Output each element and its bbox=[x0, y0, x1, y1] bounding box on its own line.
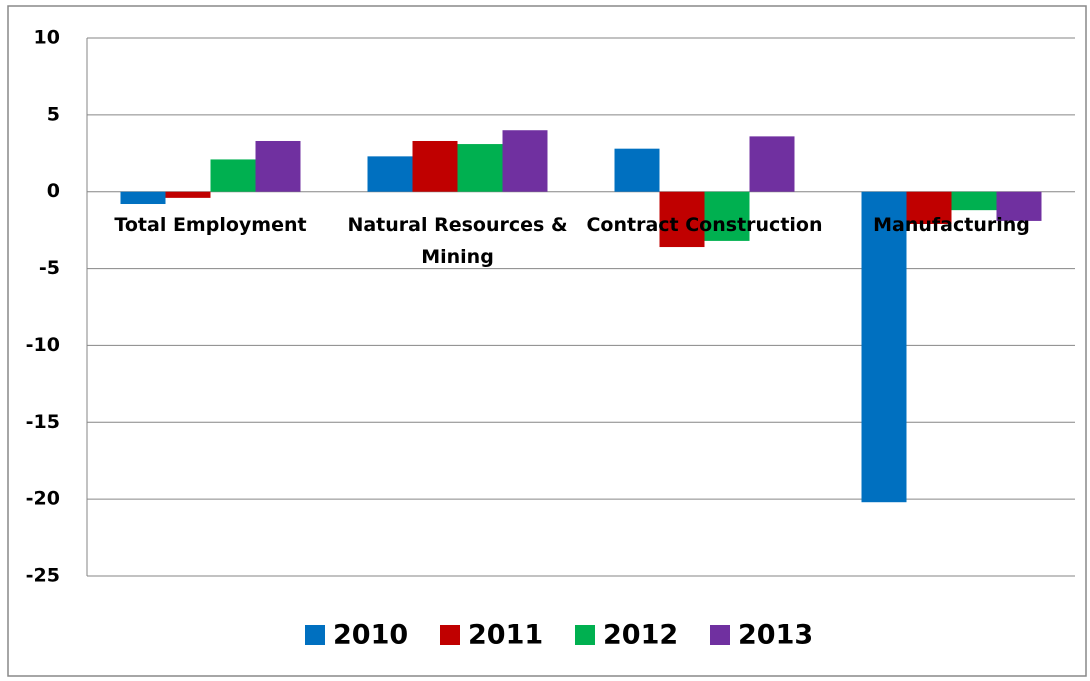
bar bbox=[704, 191, 750, 241]
y-tick-label: -20 bbox=[26, 488, 60, 510]
y-tick-label: 5 bbox=[47, 103, 60, 125]
bar bbox=[502, 130, 548, 192]
y-tick-label: 10 bbox=[34, 27, 60, 49]
legend-label: 2012 bbox=[603, 620, 678, 651]
x-tick-label: Manufacturing bbox=[873, 214, 1030, 236]
bar bbox=[951, 191, 997, 211]
bar bbox=[614, 148, 660, 192]
y-tick-label: -15 bbox=[26, 411, 60, 433]
legend-label: 2011 bbox=[468, 620, 543, 651]
bar bbox=[255, 140, 301, 192]
legend-swatch bbox=[575, 625, 595, 645]
bar bbox=[367, 156, 413, 192]
bar bbox=[457, 144, 503, 192]
y-tick-label: 0 bbox=[47, 180, 60, 202]
bar bbox=[659, 191, 705, 248]
bar bbox=[749, 136, 795, 192]
legend-swatch bbox=[440, 625, 460, 645]
x-label-box: Total Employment bbox=[114, 214, 307, 236]
x-label-box: Manufacturing bbox=[873, 214, 1030, 236]
legend-label: 2010 bbox=[333, 620, 408, 651]
bar bbox=[412, 140, 458, 192]
y-tick-label: -10 bbox=[26, 334, 60, 356]
x-label-box: Contract Construction bbox=[586, 214, 823, 236]
x-label-box: Natural Resources & Mining bbox=[347, 214, 568, 268]
legend-swatch bbox=[710, 625, 730, 645]
legend-swatch bbox=[305, 625, 325, 645]
bar bbox=[996, 191, 1042, 221]
x-tick-label: Natural Resources & Mining bbox=[347, 214, 568, 268]
bar bbox=[906, 191, 952, 224]
bar bbox=[165, 191, 211, 198]
x-tick-label: Contract Construction bbox=[586, 214, 823, 236]
x-tick-label: Total Employment bbox=[114, 214, 307, 236]
bar bbox=[861, 191, 907, 503]
legend-label: 2013 bbox=[738, 620, 813, 651]
y-tick-label: -5 bbox=[39, 257, 60, 279]
bar bbox=[210, 159, 256, 192]
y-tick-label: -25 bbox=[26, 565, 60, 587]
bar bbox=[120, 191, 166, 205]
